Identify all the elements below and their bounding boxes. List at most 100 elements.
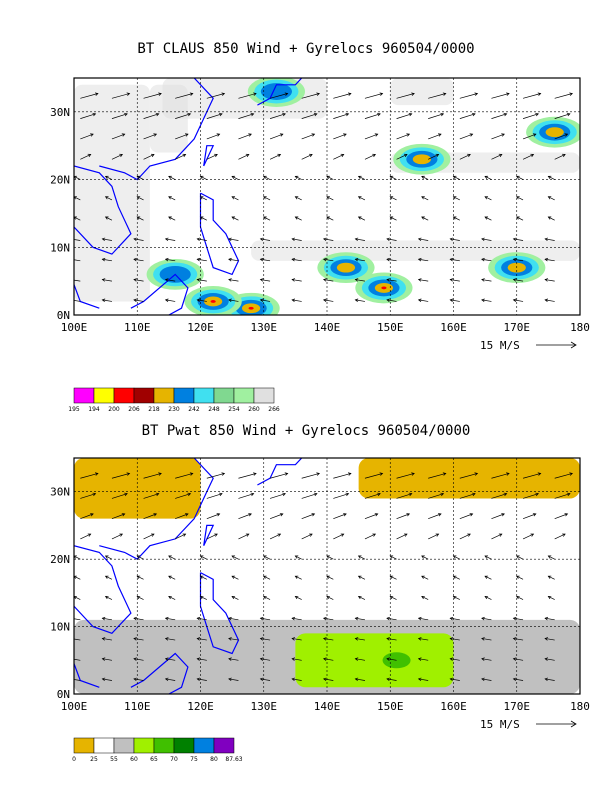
wind-arrowhead — [544, 657, 549, 661]
wind-arrowhead — [512, 257, 517, 262]
wind-vector — [165, 258, 176, 262]
wind-vector — [484, 555, 492, 560]
wind-vector — [333, 154, 344, 160]
colorbar-swatch — [233, 387, 255, 404]
wind-vector — [364, 493, 381, 499]
wind-vector — [143, 513, 157, 520]
wind-vector — [197, 678, 207, 681]
cloud-feature — [381, 286, 387, 290]
wind-arrowhead — [547, 595, 552, 600]
wind-arrowhead — [379, 472, 384, 476]
wind-arrowhead — [377, 492, 381, 497]
colorbar-swatch — [173, 387, 195, 404]
wind-vector — [396, 513, 410, 520]
wind-arrowhead — [279, 513, 284, 517]
colorbar-label: 218 — [148, 406, 160, 413]
wind-arrowhead — [326, 575, 330, 579]
wind-arrowhead — [544, 257, 549, 262]
coastline — [99, 78, 214, 181]
wind-vector — [143, 154, 155, 160]
wind-arrowhead — [562, 153, 566, 158]
wind-arrowhead — [133, 657, 137, 661]
wind-vector — [143, 113, 159, 119]
wind-arrowhead — [503, 112, 508, 117]
wind-arrowhead — [187, 492, 192, 497]
wind-arrowhead — [354, 237, 359, 242]
x-tick-label: 140E — [314, 700, 341, 713]
wind-arrowhead — [168, 216, 172, 220]
wind-arrowhead — [133, 616, 137, 621]
wind-vector — [548, 575, 555, 580]
wind-arrowhead — [164, 278, 169, 282]
wind-arrowhead — [219, 492, 223, 497]
wind-arrowhead — [196, 298, 201, 302]
wind-vector — [545, 238, 555, 241]
wind-arrowhead — [104, 555, 109, 559]
wind-arrowhead — [294, 175, 299, 180]
wind-vector — [74, 575, 81, 580]
wind-vector — [333, 493, 349, 499]
x-tick-label: 120E — [187, 321, 214, 334]
coastline — [257, 78, 303, 106]
wind-arrowhead — [291, 616, 296, 621]
wind-arrowhead — [449, 237, 454, 242]
wind-arrowhead — [386, 278, 390, 282]
wind-vector — [522, 154, 534, 160]
wind-vector — [260, 617, 271, 621]
wind-vector — [80, 473, 99, 479]
wind-arrowhead — [501, 513, 505, 517]
wind-arrowhead — [294, 555, 299, 559]
wind-arrowhead — [449, 657, 454, 661]
wind-arrowhead — [291, 298, 296, 302]
wind-arrowhead — [87, 153, 92, 158]
wind-arrowhead — [291, 278, 296, 282]
chart-title-bottom: BT Pwat 850 Wind + Gyrelocs 960504/0000 — [141, 423, 471, 439]
wind-arrowhead — [164, 616, 169, 621]
wind-vector — [513, 678, 524, 681]
wind-vector — [516, 555, 524, 560]
wind-vector — [228, 238, 239, 241]
wind-vector — [333, 113, 349, 119]
y-tick-label: 20N — [50, 553, 70, 566]
wind-vector — [74, 638, 81, 641]
wind-arrowhead — [386, 657, 390, 661]
y-tick-label: 10N — [50, 241, 70, 254]
wind-arrowhead — [516, 216, 520, 220]
wind-vector — [105, 176, 113, 180]
wind-vector — [491, 493, 507, 499]
wind-vector — [301, 513, 315, 520]
wind-arrowhead — [124, 492, 128, 497]
wind-vector — [459, 113, 476, 119]
wind-vector — [228, 258, 239, 262]
wind-arrowhead — [547, 216, 552, 220]
wind-arrowhead — [379, 92, 384, 96]
wind-vector — [333, 533, 344, 540]
wind-arrowhead — [136, 196, 141, 200]
wind-vector — [197, 617, 207, 621]
wind-vector — [548, 196, 555, 201]
wind-vector — [74, 555, 81, 560]
wind-vector — [263, 176, 271, 180]
wind-vector — [231, 216, 239, 221]
x-tick-label: 170E — [504, 321, 531, 334]
wind-vector — [301, 473, 320, 479]
wind-vector — [548, 596, 555, 600]
wind-vector — [292, 258, 302, 262]
wind-vector — [228, 678, 239, 681]
wind-arrowhead — [158, 92, 162, 96]
wind-vector — [554, 493, 571, 499]
wind-vector — [355, 678, 366, 681]
wind-arrowhead — [71, 279, 74, 282]
wind-arrowhead — [547, 196, 552, 200]
wind-vector — [355, 258, 366, 262]
wind-vector — [228, 658, 239, 661]
wind-vector — [364, 513, 378, 520]
wind-vector — [200, 555, 207, 560]
wind-vector — [326, 176, 334, 180]
colorbar-label: 80 — [210, 756, 218, 763]
wind-arrowhead — [411, 92, 415, 96]
vector-ref-arrowhead — [570, 720, 577, 728]
wind-arrowhead — [484, 216, 489, 220]
wind-vector — [428, 473, 446, 479]
wind-vector — [263, 596, 271, 600]
